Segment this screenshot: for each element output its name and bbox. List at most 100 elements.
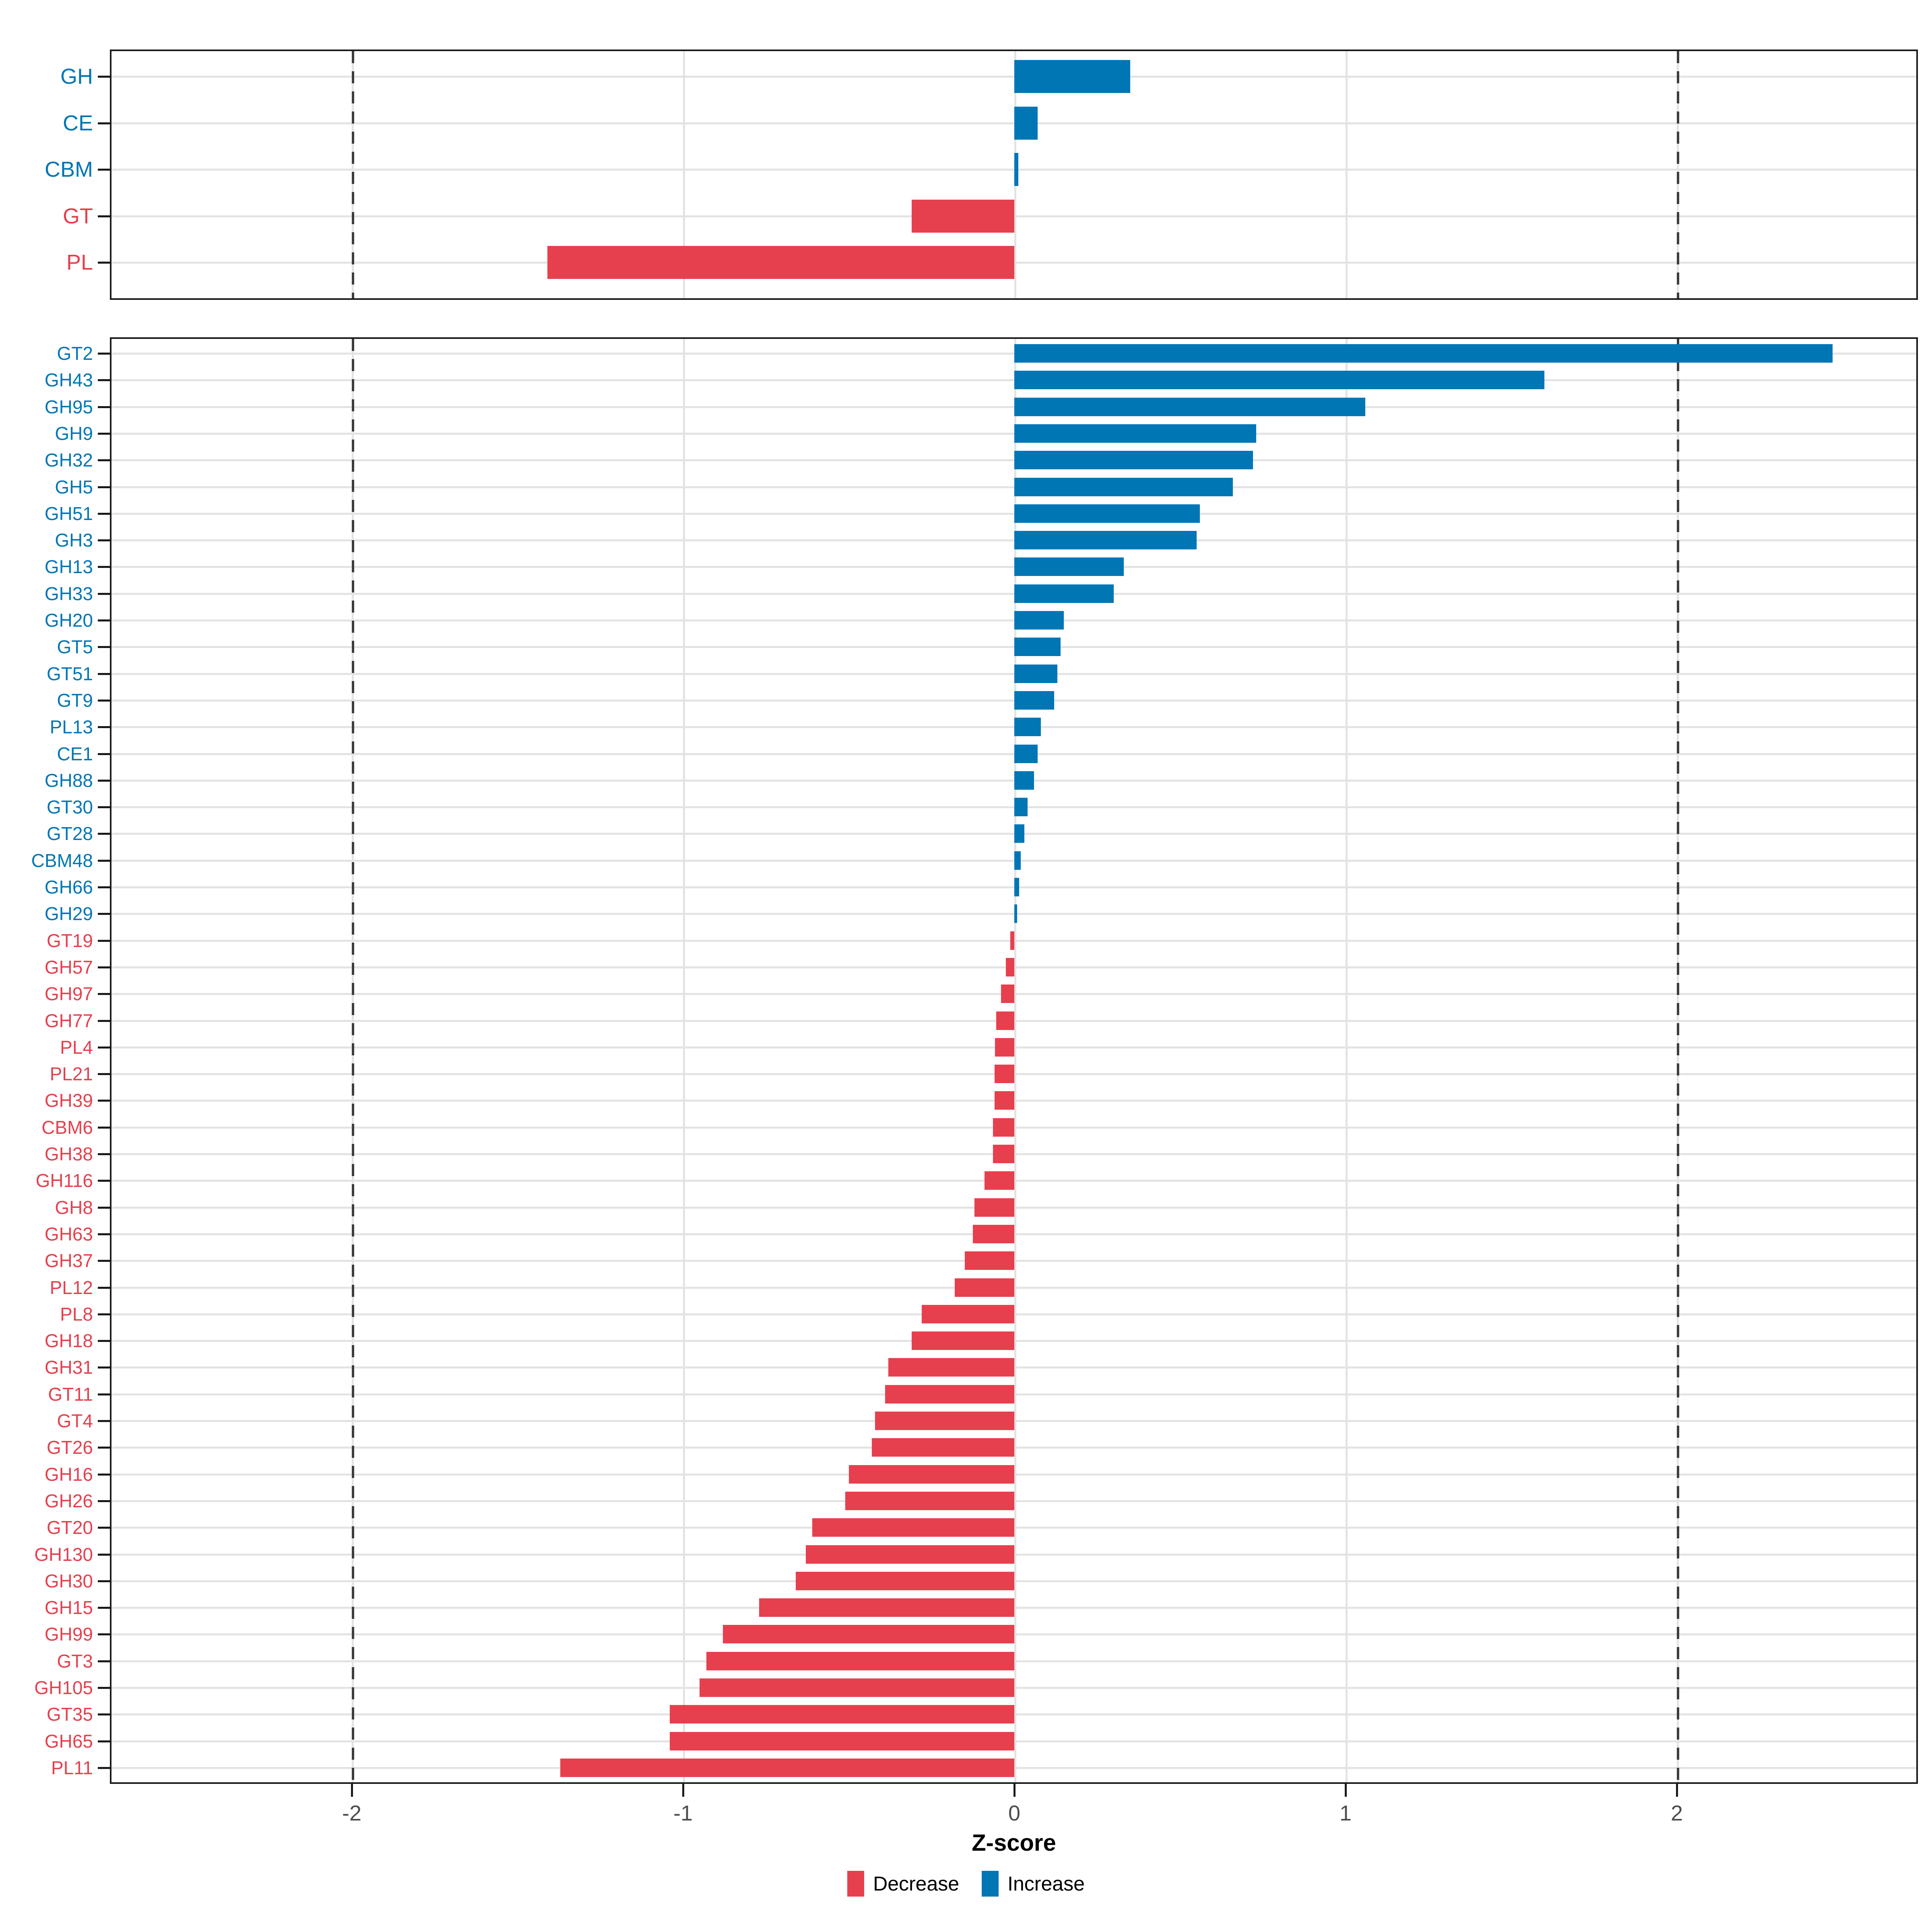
y-tick-GH116 (98, 1180, 110, 1182)
bar-GH16 (848, 1465, 1014, 1484)
y-label-GH57: GH57 (44, 956, 93, 978)
y-tick-GH5 (98, 486, 110, 488)
x-tick-label--1: -1 (673, 1801, 693, 1825)
y-tick-CE (98, 122, 110, 124)
bar-CBM (1014, 153, 1018, 186)
gridline-x--1 (683, 339, 685, 1782)
y-label-PL13: PL13 (50, 716, 93, 738)
bar-GH63 (973, 1224, 1014, 1243)
gridline-row-GT5 (111, 646, 1916, 648)
y-label-GT11: GT11 (48, 1383, 93, 1405)
y-tick-GH66 (98, 886, 110, 888)
gridline-row-GH3 (111, 539, 1916, 542)
y-label-GH51: GH51 (44, 503, 93, 524)
gridline-row-GH13 (111, 566, 1916, 568)
y-label-GH130: GH130 (34, 1544, 93, 1565)
y-tick-GH38 (98, 1153, 110, 1155)
y-tick-GH15 (98, 1607, 110, 1609)
y-tick-GT30 (98, 806, 110, 809)
y-label-GH18: GH18 (44, 1330, 93, 1352)
y-label-GT4: GT4 (57, 1410, 93, 1431)
bar-GH37 (964, 1251, 1014, 1270)
y-label-GH5: GH5 (55, 476, 93, 497)
gridline-row-CE1 (111, 753, 1916, 755)
bar-PL12 (954, 1278, 1014, 1297)
y-label-GH: GH (60, 64, 93, 89)
y-tick-CBM6 (98, 1126, 110, 1129)
bar-GT5 (1014, 638, 1061, 656)
legend: Decrease Increase (0, 1871, 1932, 1897)
y-label-GH13: GH13 (44, 556, 93, 578)
gridline-row-GH66 (111, 886, 1916, 888)
bar-PL21 (994, 1065, 1014, 1084)
gridline-x-0 (1014, 339, 1016, 1782)
y-label-GT30: GT30 (46, 797, 93, 818)
reference-line--2 (352, 339, 354, 1782)
y-tick-GT9 (98, 699, 110, 702)
bar-GT9 (1014, 691, 1054, 710)
y-label-GH77: GH77 (44, 1010, 93, 1031)
y-label-GT28: GT28 (46, 823, 93, 844)
y-label-GT35: GT35 (46, 1704, 93, 1725)
y-label-GH105: GH105 (34, 1677, 93, 1698)
bar-CBM6 (993, 1118, 1014, 1137)
bar-GT28 (1014, 824, 1024, 843)
increase-swatch-icon (982, 1871, 999, 1897)
y-label-GT19: GT19 (46, 930, 93, 951)
gridline-row-GH51 (111, 512, 1916, 515)
y-label-GT2: GT2 (57, 343, 93, 364)
bar-GH88 (1014, 771, 1034, 790)
bar-GH99 (722, 1625, 1014, 1644)
y-tick-GH88 (98, 779, 110, 782)
y-tick-GH18 (98, 1340, 110, 1342)
bar-GH95 (1014, 397, 1366, 416)
bar-GH33 (1014, 584, 1114, 603)
x-tick-label-2: 2 (1670, 1801, 1683, 1825)
gridline-x--1 (683, 51, 685, 298)
bar-GT30 (1014, 798, 1028, 817)
y-label-GH3: GH3 (55, 530, 93, 551)
bar-GH20 (1014, 611, 1064, 630)
y-label-GH20: GH20 (44, 610, 93, 631)
y-tick-PL21 (98, 1073, 110, 1075)
bar-GH29 (1014, 904, 1017, 923)
x-tick-1 (1345, 1784, 1347, 1797)
y-label-GH65: GH65 (44, 1730, 93, 1752)
gridline-row-GH43 (111, 379, 1916, 382)
y-label-GH26: GH26 (44, 1490, 93, 1511)
bar-PL13 (1014, 718, 1041, 737)
gridline-row-GH29 (111, 913, 1916, 915)
bar-GH65 (670, 1732, 1014, 1750)
bar-GH97 (1001, 985, 1014, 1003)
y-label-CBM: CBM (45, 157, 93, 182)
bar-CE (1014, 106, 1038, 140)
gridline-x-1 (1346, 339, 1348, 1782)
bar-GH43 (1014, 371, 1544, 390)
bar-GH66 (1014, 878, 1020, 896)
x-tick-label-1: 1 (1339, 1801, 1352, 1825)
y-tick-GT4 (98, 1420, 110, 1422)
y-tick-GT26 (98, 1447, 110, 1449)
y-tick-GH16 (98, 1473, 110, 1476)
y-tick-GH130 (98, 1553, 110, 1556)
y-label-PL: PL (66, 250, 93, 275)
y-label-GH97: GH97 (44, 983, 93, 1005)
y-label-GT5: GT5 (57, 636, 93, 658)
bar-GT51 (1014, 664, 1057, 683)
y-tick-GH8 (98, 1206, 110, 1209)
y-tick-GT35 (98, 1713, 110, 1716)
gridline-row-GH (111, 76, 1916, 78)
bar-GT4 (875, 1412, 1014, 1430)
y-tick-GH95 (98, 406, 110, 408)
bar-GT (911, 199, 1014, 233)
bar-GH13 (1014, 557, 1124, 576)
y-tick-GT51 (98, 673, 110, 675)
y-label-GH31: GH31 (44, 1357, 93, 1378)
bar-GH32 (1014, 451, 1253, 470)
y-tick-GT11 (98, 1393, 110, 1395)
reference-line--2 (352, 51, 354, 298)
y-label-PL4: PL4 (60, 1036, 93, 1058)
y-label-GH63: GH63 (44, 1223, 93, 1245)
y-tick-GT28 (98, 833, 110, 835)
